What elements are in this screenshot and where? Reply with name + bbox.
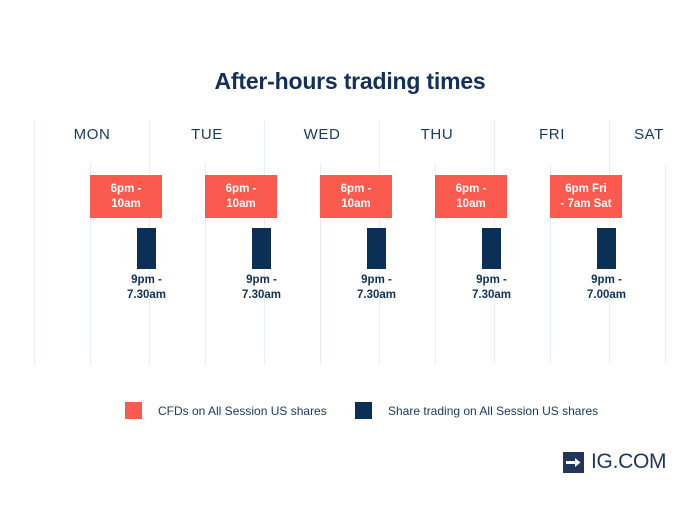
- page-title: After-hours trading times: [214, 68, 486, 94]
- share-session-bar-mon: [137, 228, 156, 269]
- gridline-minor-2: [320, 163, 321, 365]
- day-label-tue: TUE: [191, 126, 223, 143]
- arrow-right-icon: [563, 451, 584, 473]
- cfd-label-line2-wed: 10am: [341, 197, 371, 210]
- legend-label-cfds: CFDs on All Session US shares: [158, 403, 327, 418]
- cfd-label-line2-mon: 10am: [111, 197, 141, 210]
- share-label-line2-wed: 7.30am: [356, 289, 396, 301]
- share-label-line1-fri: 9pm -: [591, 274, 622, 286]
- cfd-session-bar-mon: 6pm - 10am: [90, 175, 162, 218]
- day-label-wed: WED: [303, 126, 341, 143]
- cfd-label-line1-tue: 6pm -: [225, 182, 257, 195]
- gridline-minor-1: [205, 163, 206, 365]
- gridline-minor-0: [90, 163, 91, 365]
- legend-label-share-trading: Share trading on All Session US shares: [388, 403, 599, 418]
- chart-legend: CFDs on All Session US shares Share trad…: [0, 402, 700, 424]
- column-fri: 6pm Fri - 7am Sat 9pm - 7.00am: [550, 120, 665, 365]
- cfd-label-line1-mon: 6pm -: [110, 182, 142, 195]
- cfd-label-line2-tue: 10am: [226, 197, 256, 210]
- gridline-major-0: [34, 120, 35, 365]
- share-session-bar-thu: [482, 228, 501, 269]
- day-label-thu: THU: [420, 126, 454, 143]
- column-mon: 6pm - 10am 9pm - 7.30am: [90, 120, 205, 365]
- share-label-wed: 9pm - 7.30am: [326, 273, 427, 303]
- share-session-bar-tue: [252, 228, 271, 269]
- share-label-line1-thu: 9pm -: [476, 274, 507, 286]
- share-label-line1-tue: 9pm -: [246, 274, 277, 286]
- share-label-mon: 9pm - 7.30am: [96, 273, 197, 303]
- legend-item-share-trading: Share trading on All Session US shares: [355, 402, 598, 419]
- share-label-line2-mon: 7.30am: [126, 289, 166, 301]
- cfd-session-bar-wed: 6pm - 10am: [320, 175, 392, 218]
- ig-logo: IG.COM: [563, 450, 667, 474]
- share-label-fri: 9pm - 7.00am: [556, 273, 657, 303]
- chart-plot-area: 6pm - 10am 9pm - 7.30am 6pm - 10am 9pm -: [34, 120, 684, 365]
- share-session-bar-fri: [597, 228, 616, 269]
- share-label-line2-fri: 7.00am: [586, 289, 626, 301]
- day-label-mon: MON: [73, 126, 111, 143]
- day-label-fri: FRI: [539, 126, 565, 143]
- legend-swatch-navy-icon: [355, 402, 372, 419]
- ig-logo-text: IG.COM: [591, 450, 667, 473]
- gridline-minor-3: [435, 163, 436, 365]
- column-tue: 6pm - 10am 9pm - 7.30am: [205, 120, 320, 365]
- share-label-line2-tue: 7.30am: [241, 289, 281, 301]
- cfd-label-line1-fri: 6pm Fri: [565, 182, 607, 195]
- day-axis-labels: MON TUE WED THU FRI SAT: [34, 126, 684, 148]
- legend-item-cfds: CFDs on All Session US shares: [125, 402, 327, 419]
- share-label-line1-wed: 9pm -: [361, 274, 392, 286]
- cfd-label-line1-thu: 6pm -: [455, 182, 487, 195]
- cfd-session-bar-tue: 6pm - 10am: [205, 175, 277, 218]
- column-thu: 6pm - 10am 9pm - 7.30am: [435, 120, 550, 365]
- day-label-sat: SAT: [634, 126, 664, 143]
- gridline-minor-5: [665, 163, 666, 365]
- column-wed: 6pm - 10am 9pm - 7.30am: [320, 120, 435, 365]
- cfd-session-bar-thu: 6pm - 10am: [435, 175, 507, 218]
- share-label-line1-mon: 9pm -: [131, 274, 162, 286]
- share-session-bar-wed: [367, 228, 386, 269]
- share-label-tue: 9pm - 7.30am: [211, 273, 312, 303]
- share-label-line2-thu: 7.30am: [471, 289, 511, 301]
- cfd-label-line2-thu: 10am: [456, 197, 486, 210]
- share-label-thu: 9pm - 7.30am: [441, 273, 542, 303]
- cfd-session-bar-fri: 6pm Fri - 7am Sat: [550, 175, 622, 218]
- cfd-label-line1-wed: 6pm -: [340, 182, 372, 195]
- legend-swatch-red-icon: [125, 402, 142, 419]
- cfd-label-line2-fri: - 7am Sat: [560, 197, 612, 210]
- gridline-minor-4: [550, 163, 551, 365]
